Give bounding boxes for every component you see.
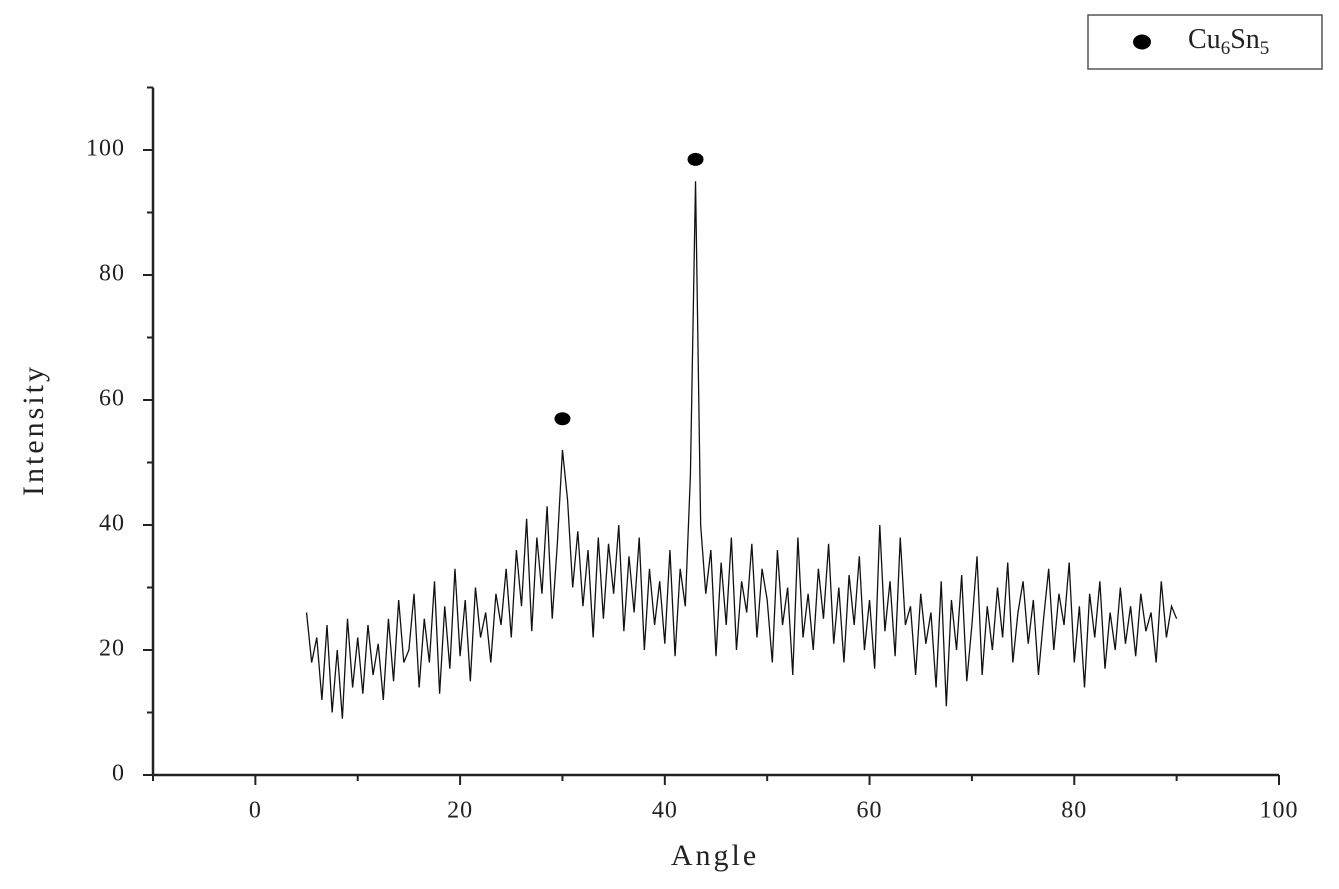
peak-marker [554, 412, 571, 426]
x-tick-label: 60 [857, 798, 883, 824]
y-tick-label: 0 [112, 761, 125, 787]
x-axis-label: Angle [671, 839, 759, 872]
x-tick-label: 100 [1260, 798, 1299, 824]
legend-label: Cu6Sn5 [1188, 24, 1269, 59]
x-tick-label: 20 [447, 798, 473, 824]
y-tick-label: 60 [99, 386, 125, 412]
y-tick-label: 80 [99, 261, 125, 287]
legend-box [1087, 14, 1323, 70]
y-tick-label: 40 [99, 511, 125, 537]
x-tick-label: 0 [249, 798, 262, 824]
y-tick-label: 20 [99, 636, 125, 662]
peak-marker [687, 152, 704, 166]
x-tick-label: 80 [1061, 798, 1087, 824]
y-axis-label: Intensity [17, 364, 50, 496]
x-tick-label: 40 [652, 798, 678, 824]
y-tick-label: 100 [86, 136, 125, 162]
legend: Cu6Sn5 [1087, 14, 1323, 70]
legend-marker [1133, 34, 1151, 50]
data-line [305, 181, 1178, 719]
